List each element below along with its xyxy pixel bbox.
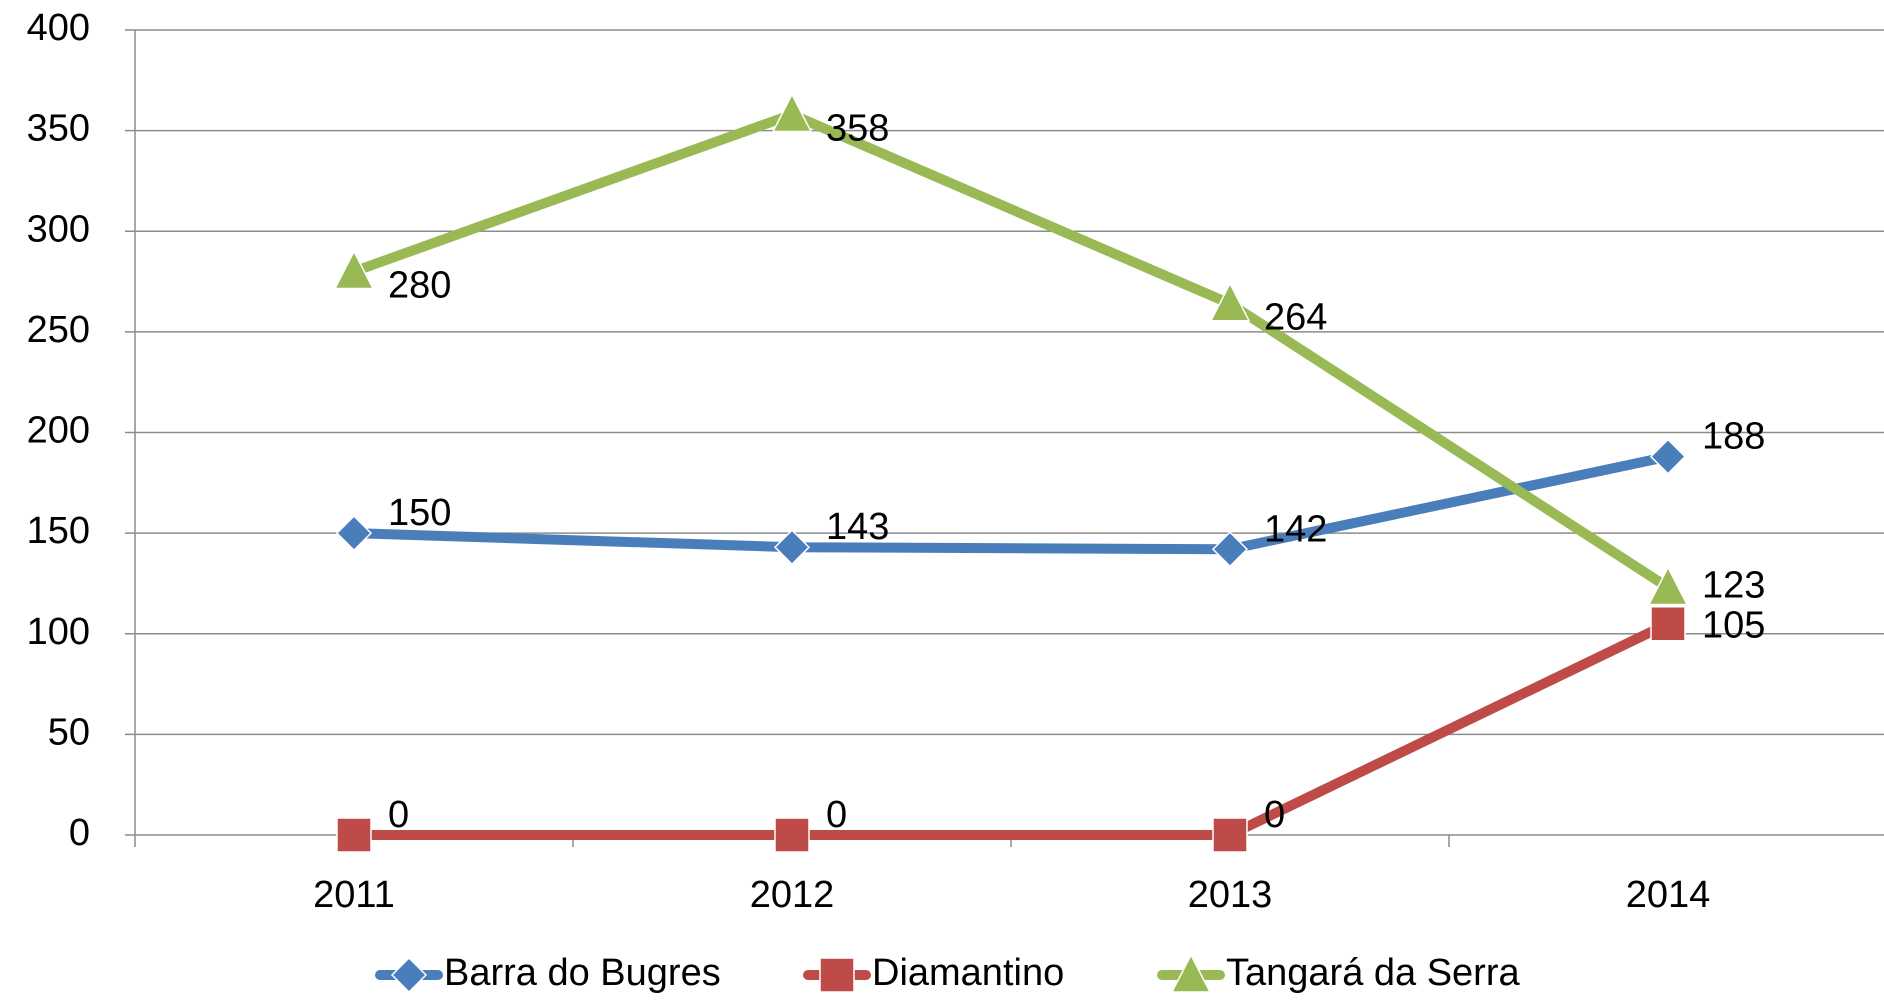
data-label: 0: [388, 794, 409, 836]
y-tick-label: 300: [27, 208, 90, 250]
y-tick-label: 200: [27, 410, 90, 452]
x-tick-label: 2013: [1188, 874, 1273, 916]
data-label: 188: [1702, 416, 1765, 458]
legend-item: Barra do Bugres: [375, 952, 721, 994]
y-tick-label: 250: [27, 309, 90, 351]
marker: [1650, 605, 1686, 642]
legend-label: Tangará da Serra: [1226, 952, 1520, 994]
y-tick-label: 100: [27, 611, 90, 653]
x-tick-label: 2012: [750, 874, 835, 916]
series-line: [353, 451, 1670, 555]
data-label: 150: [388, 492, 451, 534]
marker: [333, 249, 375, 290]
marker: [774, 817, 810, 853]
marker: [1209, 282, 1251, 322]
data-label: 143: [826, 506, 889, 548]
y-tick-label: 150: [27, 510, 90, 552]
x-tick-label: 2011: [313, 874, 395, 916]
data-label: 142: [1264, 508, 1327, 550]
data-label: 123: [1702, 564, 1765, 606]
legend-label: Barra do Bugres: [444, 952, 721, 994]
x-tick-label: 2014: [1626, 874, 1711, 916]
marker: [1211, 531, 1249, 568]
marker: [335, 515, 373, 552]
marker: [1649, 438, 1687, 475]
marker: [390, 956, 428, 994]
legend-item: Tangará da Serra: [1157, 952, 1520, 994]
y-tick-label: 400: [27, 7, 90, 49]
data-label: 264: [1264, 297, 1327, 339]
data-label: 0: [1264, 794, 1285, 836]
legend-item: Diamantino: [803, 952, 1064, 994]
y-tick-label: 50: [48, 711, 90, 753]
marker: [819, 957, 855, 993]
series-line: [354, 619, 1671, 840]
marker: [1647, 565, 1689, 606]
y-tick-label: 350: [27, 108, 90, 150]
marker: [1170, 953, 1212, 993]
data-label: 105: [1702, 605, 1765, 647]
marker: [773, 529, 811, 566]
marker: [336, 817, 372, 853]
marker: [1212, 817, 1248, 853]
y-tick-label: 0: [69, 812, 90, 854]
series-line: [352, 109, 1671, 592]
data-label: 0: [826, 794, 847, 836]
marker: [771, 92, 813, 133]
data-label: 280: [388, 265, 451, 307]
legend-label: Diamantino: [872, 952, 1064, 994]
data-label: 358: [826, 108, 889, 150]
